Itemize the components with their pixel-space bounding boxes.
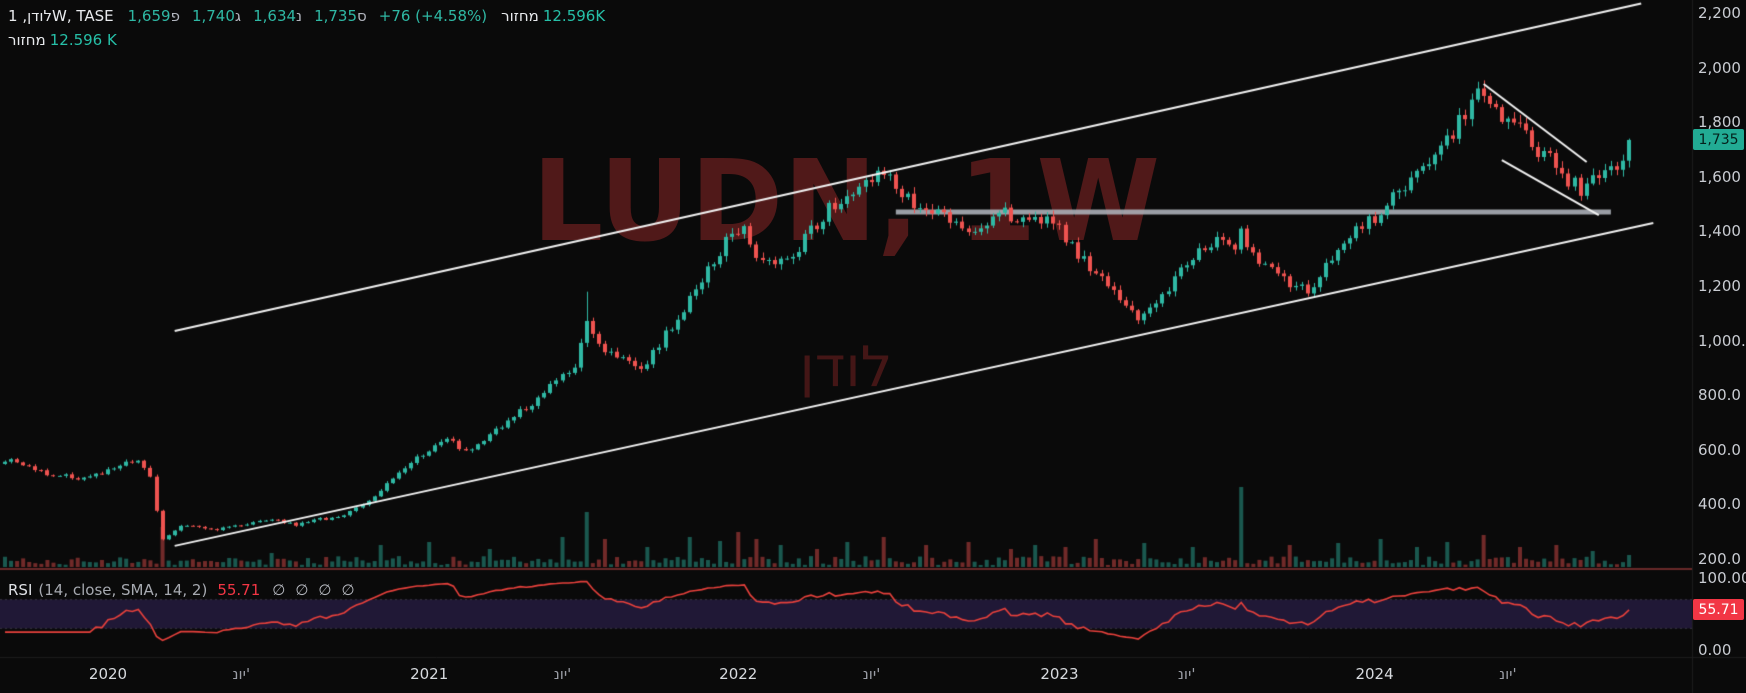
rsi-hidden-value-icon: ∅ xyxy=(272,581,286,599)
rsi-value-badge: 55.71 xyxy=(1693,599,1744,621)
year-tick-label: 2022 xyxy=(719,665,758,683)
price-tick-label: 400.0 xyxy=(1698,495,1741,514)
year-tick-label: 2020 xyxy=(88,665,128,683)
volume-indicator-value: 12.596 K xyxy=(49,31,117,49)
year-tick-label: 2023 xyxy=(1040,665,1079,683)
ohlc-open: פ1,659 xyxy=(128,7,180,25)
time-axis[interactable]: 2020 יונ' 2021 יונ' 2022 יונ' 2023 יונ' 2024 יונ' xyxy=(0,657,1746,693)
rsi-indicator-value: 55.71 xyxy=(217,581,261,599)
year-tick-label: 2021 xyxy=(410,665,449,683)
rsi-tick-label: 0.00 xyxy=(1698,641,1732,659)
high-value: 1,740 xyxy=(191,7,235,25)
close-value: 1,735 xyxy=(314,7,358,25)
rsi-indicator-params: (14, close, SMA, 14, 2) xyxy=(38,581,208,599)
month-tick-label: יונ' xyxy=(862,665,881,683)
high-label: ג xyxy=(234,7,242,25)
rsi-indicator-legend[interactable]: RSI (14, close, SMA, 14, 2) 55.71 ∅ ∅ ∅ … xyxy=(8,581,365,599)
price-tick-label: 1,000.0 xyxy=(1698,331,1746,350)
rsi-indicator-name[interactable]: RSI xyxy=(8,581,33,599)
price-axis[interactable]: 2,200 2,000 1,800 1,600 1,400 1,200 1,000.0 800… xyxy=(1692,0,1746,660)
main-series-legend[interactable]: לודן, 1W, TASE פ1,659 ג1,740 נ1,634 ס1,7… xyxy=(8,7,605,25)
ohlc-close: ס1,735 xyxy=(314,7,367,25)
price-tick-label: 2,200 xyxy=(1698,4,1741,22)
close-label: ס xyxy=(357,7,367,25)
low-value: 1,634 xyxy=(253,7,297,25)
month-tick-label: יונ' xyxy=(553,665,572,683)
price-tick-label: 1,800 xyxy=(1698,113,1741,132)
price-tick-label: 1,400 xyxy=(1698,222,1741,241)
price-tick-label: 1,600 xyxy=(1698,167,1741,186)
price-tick-label: 200.0 xyxy=(1698,550,1741,568)
price-tick-label: 2,000 xyxy=(1698,58,1741,77)
last-price-badge: 1,735 xyxy=(1693,129,1744,151)
month-tick-label: יונ' xyxy=(232,665,251,683)
year-tick-label: 2024 xyxy=(1355,665,1394,683)
symbol-title[interactable]: לודן, 1W, TASE xyxy=(8,7,114,25)
month-tick-label: יונ' xyxy=(1177,665,1196,683)
ohlc-low: נ1,634 xyxy=(253,7,302,25)
rsi-hidden-value-icon: ∅ xyxy=(341,581,355,599)
rsi-hidden-value-icon: ∅ xyxy=(318,581,332,599)
rsi-hidden-value-icon: ∅ xyxy=(295,581,309,599)
volume-value: 12.596K xyxy=(542,7,606,25)
rsi-tick-label: 100.00 xyxy=(1698,569,1746,587)
ohlc-high: ג1,740 xyxy=(192,7,241,25)
open-label: פ xyxy=(170,7,180,25)
price-tick-label: 600.0 xyxy=(1698,440,1741,459)
volume-label: מחזור xyxy=(501,7,539,25)
volume-indicator-label[interactable]: מחזור xyxy=(8,31,46,49)
month-tick-label: יונ' xyxy=(1499,665,1517,683)
open-value: 1,659 xyxy=(127,7,171,25)
volume-indicator-legend[interactable]: מחזור 12.596 K xyxy=(8,31,117,49)
price-tick-label: 1,200 xyxy=(1698,277,1741,295)
price-tick-label: 800.0 xyxy=(1698,386,1741,405)
change-value: +76 (+4.58%) xyxy=(378,7,488,25)
low-label: נ xyxy=(296,7,303,25)
